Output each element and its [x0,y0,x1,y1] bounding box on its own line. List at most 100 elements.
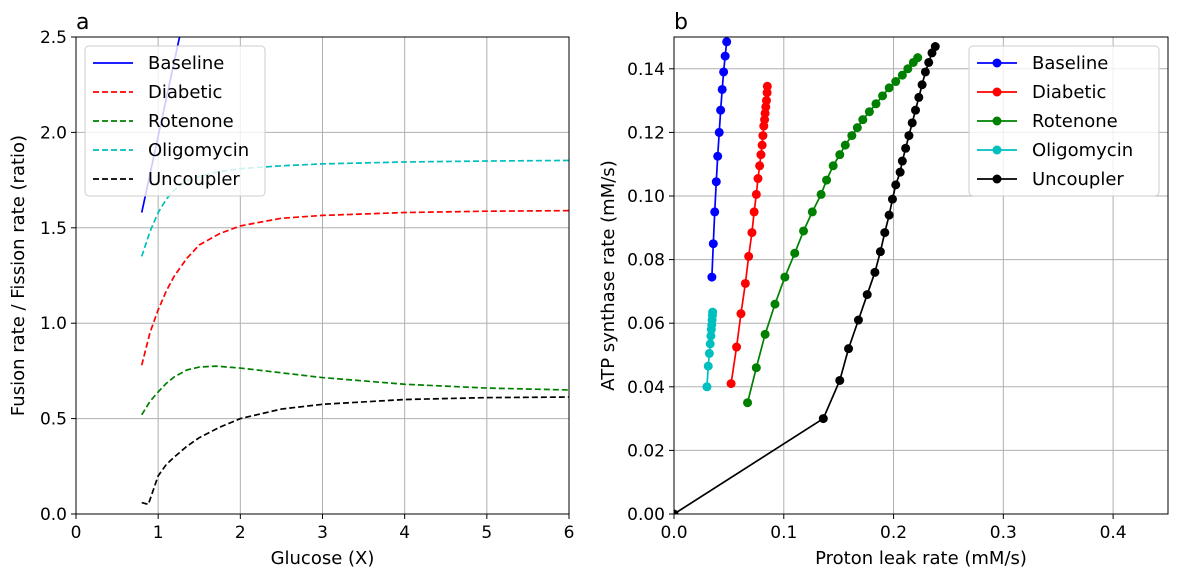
y-tick-label: 2.5 [40,28,67,48]
legend-marker [992,87,1002,97]
x-tick-label: 0.1 [770,523,797,543]
y-tick-label: 1.5 [40,219,67,239]
data-point-diabetic [761,96,771,106]
data-point-uncoupler [924,57,934,67]
y-tick-label: 0.06 [627,314,665,334]
data-point-uncoupler [844,344,854,354]
legend-label: Oligomycin [1032,140,1133,161]
legend: Baseline Diabetic Rotenone Oligomycin Uncoup… [84,45,266,197]
data-point-uncoupler [835,375,845,385]
legend-label: Uncoupler [148,169,240,190]
data-point-uncoupler [917,80,927,90]
y-tick-label: 1.0 [40,314,67,334]
y-tick-label: 0.0 [40,505,67,525]
data-point-rotenone [852,123,862,133]
data-point-baseline [710,207,720,217]
data-point-rotenone [780,272,790,282]
data-point-rotenone [913,53,923,63]
data-point-rotenone [822,175,832,185]
y-tick-label: 0.02 [627,441,665,461]
data-point-rotenone [878,91,888,101]
data-point-baseline [719,67,729,77]
data-point-oligomycin [703,361,713,371]
data-point-baseline [713,151,723,161]
data-point-rotenone [807,207,817,217]
legend-label: Uncoupler [1032,169,1124,190]
data-point-rotenone [790,248,800,258]
data-point-rotenone [770,299,780,309]
data-point-rotenone [760,329,770,339]
data-point-rotenone [891,77,901,87]
data-point-oligomycin [702,382,712,392]
data-point-rotenone [903,64,913,74]
data-point-uncoupler [870,267,880,277]
y-tick-label: 0.12 [627,123,665,143]
y-tick-label: 0.00 [627,505,665,525]
data-point-baseline [720,51,730,61]
x-tick-label: 0.3 [990,523,1017,543]
data-point-baseline [714,127,724,137]
legend-label: Baseline [1032,53,1108,74]
axes-frame [75,36,570,515]
panel-b: 0.0 0.1 0.2 0.3 0.4 0.00 0.02 0.04 0.06 0.08 0.10 0… [598,10,1169,569]
data-point-diabetic [758,131,768,141]
x-tick-label: 6 [564,523,575,543]
data-point-rotenone [799,226,809,236]
data-point-diabetic [732,342,742,352]
data-point-rotenone [751,363,761,373]
data-point-uncoupler [901,143,911,153]
axes-frame [673,36,1169,515]
data-point-rotenone [743,398,753,408]
data-point-uncoupler [930,42,940,52]
legend: Baseline Diabetic Oligomycin Rotenone Uncoup… [968,45,1160,197]
data-point-diabetic [755,161,765,171]
series-group [674,37,940,514]
data-point-diabetic [762,88,772,98]
legend-label: Diabetic [148,82,222,103]
legend-box [84,45,266,197]
data-point-uncoupler [884,210,894,220]
data-point-rotenone [840,140,850,150]
data-point-diabetic [740,278,750,288]
data-point-diabetic [726,379,736,389]
x-tick-label: 0 [71,523,82,543]
data-point-rotenone [816,189,826,199]
data-point-diabetic [762,81,772,91]
x-tick-label: 3 [317,523,328,543]
x-tick-label: 0.0 [660,523,687,543]
data-point-diabetic [749,207,759,217]
data-point-rotenone [871,99,881,109]
y-tick-label: 0.5 [40,410,67,430]
data-point-baseline [722,37,732,47]
series-line-diabetic [140,209,569,366]
legend-marker [992,116,1002,126]
data-point-rotenone [864,107,874,117]
data-point-uncoupler [880,228,890,238]
y-tick-label: 0.10 [627,187,665,207]
data-point-diabetic [757,140,767,150]
data-point-diabetic [747,228,757,238]
data-point-baseline [707,272,717,282]
y-tick-label: 0.14 [627,60,665,80]
legend-label: Oligomycin [148,140,249,161]
data-point-diabetic [744,251,754,261]
panel-label: b [674,10,688,35]
x-axis-label: Glucose (X) [271,548,375,569]
x-tick-label: 0.2 [880,523,907,543]
data-point-diabetic [756,150,766,160]
series-line-rotenone [141,365,569,416]
x-tick-label: 4 [399,523,410,543]
data-point-rotenone [897,70,907,80]
data-point-rotenone [847,131,857,141]
data-point-rotenone [828,161,838,171]
data-point-uncoupler [904,131,914,141]
data-point-uncoupler [875,247,885,257]
data-point-baseline [716,105,726,115]
data-point-diabetic [736,309,746,319]
data-point-oligomycin [705,339,715,349]
y-tick-label: 0.04 [627,378,665,398]
legend-label: Rotenone [148,111,234,132]
legend-label: Diabetic [1032,82,1106,103]
data-point-uncoupler [887,194,897,204]
data-point-rotenone [835,150,845,160]
